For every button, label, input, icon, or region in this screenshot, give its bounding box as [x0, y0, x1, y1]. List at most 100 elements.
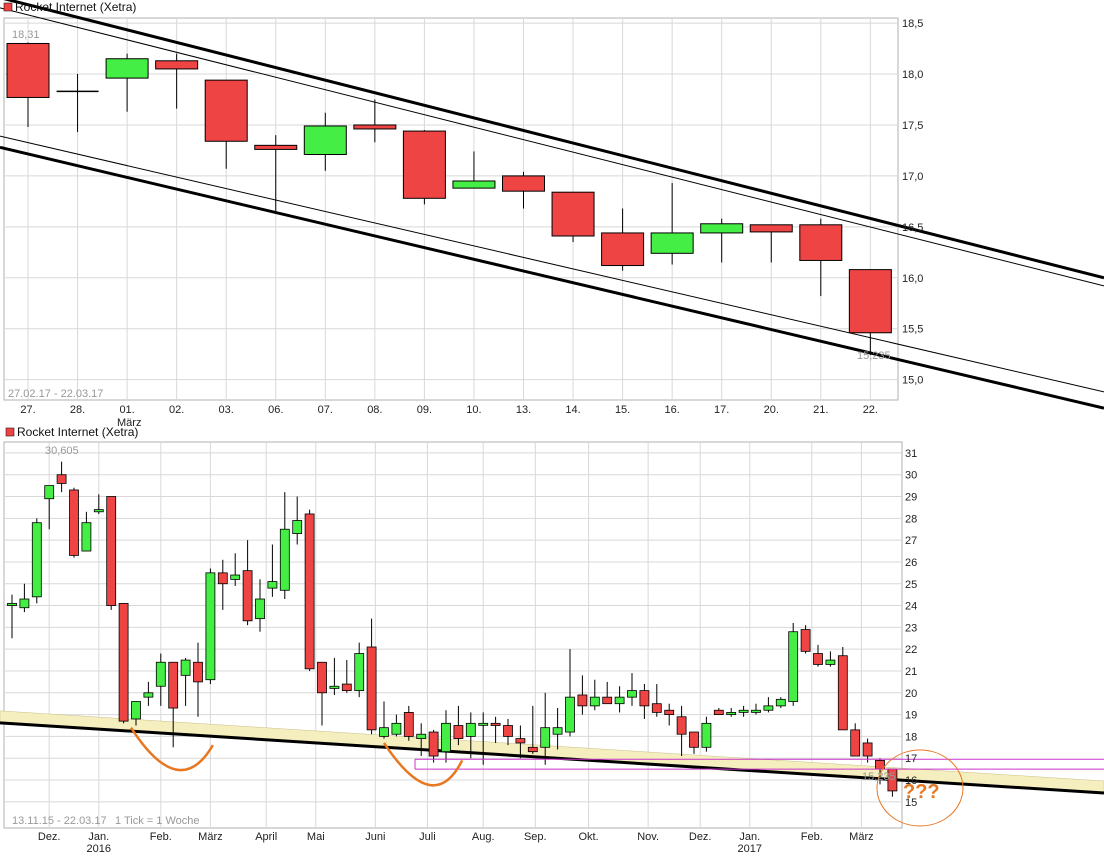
chart-bottom-body-0	[7, 602, 17, 606]
chart-top-candle-0	[6, 42, 50, 127]
chart-bottom-body-24	[304, 513, 315, 670]
chart-bottom-body-66	[825, 659, 836, 665]
chart-bottom-body-19	[242, 570, 253, 622]
chart-top-x-tick-1: 28.	[70, 404, 85, 416]
chart-bottom-candle-63	[788, 623, 799, 706]
chart-bottom-body-40	[503, 725, 513, 737]
chart-top-x-tick-0: 27.	[20, 404, 35, 416]
chart-bottom-body-6	[81, 522, 92, 552]
chart-bottom-bottom-curve-2	[382, 742, 464, 787]
chart-top-candle-14	[700, 218, 744, 263]
chart-bottom-candle-48	[602, 681, 613, 705]
chart-bottom-y-tick-2: 17	[905, 753, 917, 765]
chart-bottom-candle-6	[81, 511, 92, 552]
chart-bottom-body-59	[738, 709, 749, 713]
chart-bottom-body-12	[155, 661, 166, 687]
chart-bottom-title: Rocket Internet (Xetra)	[17, 425, 138, 439]
chart-bottom-body-49	[614, 696, 625, 705]
chart-bottom-body-45	[565, 696, 575, 733]
chart-bottom-y-tick-14: 29	[905, 492, 917, 504]
chart-bottom-candle-68	[850, 723, 861, 757]
chart-bottom-legend-swatch	[5, 427, 15, 437]
chart-bottom-body-13	[168, 661, 179, 709]
chart-bottom-candle-13	[168, 661, 179, 748]
chart-bottom-body-11	[143, 692, 154, 698]
chart-top-body-12	[601, 232, 645, 267]
chart-bottom-candle-4	[56, 461, 67, 493]
chart-bottom-body-9	[118, 602, 129, 722]
chart-bottom-y-tick-3: 18	[905, 731, 917, 743]
chart-bottom-candle-26	[329, 657, 340, 695]
chart-bottom-candle-14	[180, 657, 191, 706]
chart-bottom-candle-23	[292, 496, 303, 545]
chart-bottom-candle-7	[93, 494, 104, 514]
chart-top-x-tick-17: 22.	[863, 404, 878, 416]
chart-bottom-candle-19	[242, 540, 253, 626]
chart-bottom-body-47	[589, 696, 600, 707]
chart-bottom-candle-25	[317, 661, 327, 726]
chart-bottom-body-8	[106, 496, 117, 606]
chart-bottom-y-tick-16: 31	[905, 448, 917, 460]
chart-bottom-candle-69	[862, 738, 873, 763]
chart-top-body-3	[155, 60, 199, 70]
chart-bottom-candle-11	[143, 681, 154, 706]
chart-bottom-body-39	[490, 722, 501, 726]
chart-bottom-body-30	[379, 727, 389, 737]
chart-bottom-y-tick-6: 21	[905, 666, 917, 678]
chart-top-y-tick-2: 16,0	[902, 273, 923, 285]
chart-bottom-body-34	[428, 731, 439, 757]
chart-bottom-x-tick-0: Dez.	[38, 831, 61, 843]
chart-bottom-body-16	[205, 572, 216, 681]
chart-bottom-candle-27	[341, 660, 352, 693]
chart-bottom-y-tick-5: 20	[905, 688, 917, 700]
chart-bottom-candle-29	[366, 618, 377, 735]
chart-bottom-body-63	[788, 631, 799, 702]
chart-bottom-body-15	[193, 661, 203, 683]
chart-bottom-x-tick-11: Nov.	[637, 831, 659, 843]
chart-bottom-x-tick-10: Okt.	[579, 831, 599, 843]
chart-bottom-body-18	[230, 574, 241, 580]
chart-bottom-body-41	[515, 738, 526, 744]
chart-bottom-body-22	[279, 528, 290, 591]
chart-top-candle-2	[105, 53, 149, 112]
chart-top-frame	[3, 17, 899, 401]
chart-bottom-annotations	[129, 727, 1104, 827]
chart-bottom-candle-67	[837, 646, 848, 731]
chart-top-title: Rocket Internet (Xetra)	[15, 0, 136, 14]
chart-bottom-y-tick-7: 22	[905, 644, 917, 656]
chart-bottom-labels: 15 16 17 18 19 20 21 22 23 24 25 26 27 28 29 30 31 Dez. Ja…	[38, 448, 917, 855]
chart-bottom-x-tick-15: März	[849, 831, 873, 843]
chart-bottom-y-tick-9: 24	[905, 601, 917, 613]
chart-bottom-x-tick-2: Feb.	[150, 831, 172, 843]
chart-top-body-14	[700, 223, 744, 234]
chart-bottom-body-44	[552, 727, 563, 735]
chart-bottom-body-36	[453, 725, 464, 739]
chart-top-x-tick-16: 21.	[813, 404, 828, 416]
chart-top-month-label: März	[117, 417, 141, 429]
chart-top-x-tick-7: 08.	[367, 404, 382, 416]
chart-top-x-tick-6: 07.	[318, 404, 333, 416]
chart-top-x-tick-5: 06.	[268, 404, 283, 416]
chart-top-body-6	[303, 125, 347, 156]
chart-top-y-tick-3: 16,5	[902, 222, 923, 234]
chart-top-candles	[6, 42, 892, 356]
chart-top-candle-4	[204, 79, 248, 169]
chart-top-body-13	[650, 232, 694, 254]
chart-top-trend-line-0	[3, 0, 1104, 280]
chart-top-candle-6	[303, 112, 347, 171]
chart-bottom-y-tick-8: 23	[905, 622, 917, 634]
chart-top-candle-7	[353, 99, 397, 143]
chart-bottom-body-37	[465, 722, 476, 737]
chart-bottom-body-54	[676, 716, 687, 735]
chart-bottom-body-20	[255, 598, 265, 620]
chart-top-candle-3	[155, 53, 199, 109]
chart-bottom-candle-44	[552, 708, 563, 750]
chart-bottom-candle-53	[664, 703, 675, 726]
chart-bottom-candle-21	[267, 544, 278, 597]
chart-bottom-body-56	[701, 722, 712, 748]
chart-bottom-y-tick-4: 19	[905, 710, 917, 722]
annotation-question-marks: ???	[903, 781, 940, 803]
chart-bottom-body-52	[651, 703, 662, 713]
chart-bottom-body-28	[354, 653, 365, 692]
chart-bottom-candle-39	[490, 716, 501, 743]
